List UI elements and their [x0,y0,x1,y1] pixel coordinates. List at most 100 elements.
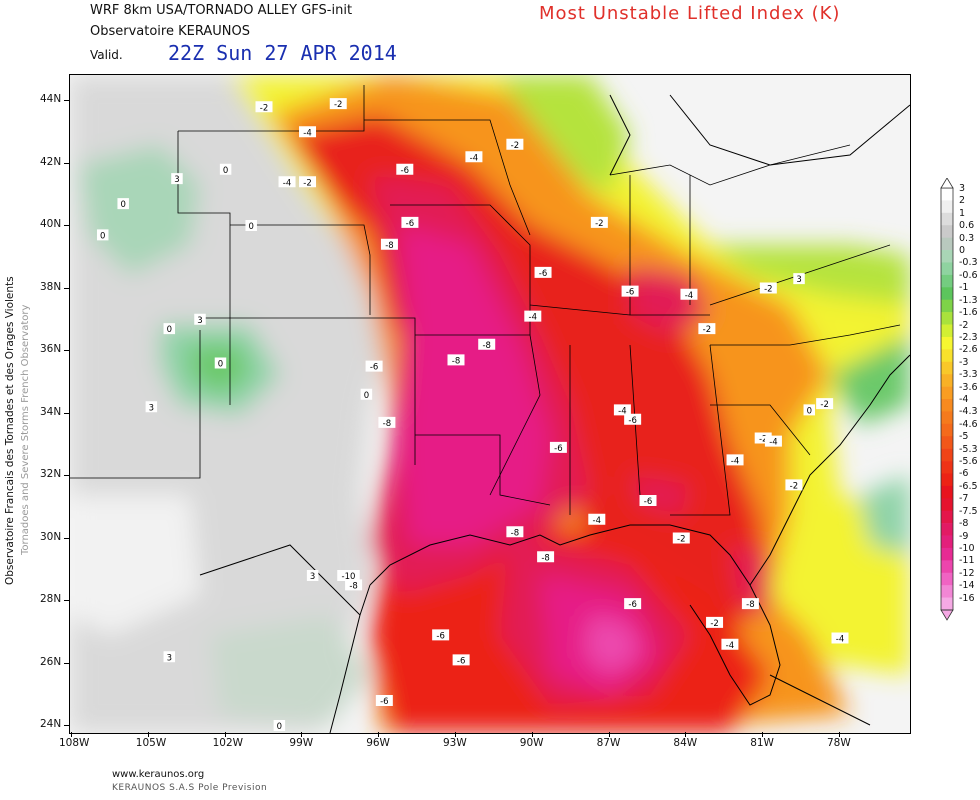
contour-label-text: -4 [593,516,601,526]
contour-label-box [621,285,639,297]
contour-label-text: -2 [764,285,772,295]
contour-value-label: -6 [624,413,642,426]
lat-tick-label: 40N [40,218,62,230]
contour-value-label: -4 [524,310,542,323]
colorbar-label: -0.3 [959,257,978,269]
contour-label-text: -4 [836,635,844,645]
observatory-name: Observatoire KERAUNOS [90,24,250,39]
contour-label-text: -6 [539,269,547,279]
contour-value-label: -2 [255,101,273,113]
field-teal-north [80,145,200,275]
boundary-great-lakes-states [609,144,851,186]
contour-label-text: 0 [223,166,228,176]
colorbar-swatch [941,386,953,400]
lat-tick-mark [64,287,69,289]
contour-value-label: -10 [337,570,360,582]
colorbar-swatch [941,324,953,338]
contour-label-text: 3 [174,175,179,185]
contour-label-text: -2 [710,619,718,629]
contour-label-box [721,638,739,650]
contour-label-text: 0 [248,222,253,232]
boundary-wyoming-colorado [177,131,231,405]
contour-label-box [698,323,716,335]
contour-label-text: -2 [703,325,711,335]
boundary-iowa [364,119,531,236]
lon-tick-label: 93W [443,737,467,749]
side-caption-english: Tornadoes and Severe Storms French Obser… [20,304,31,555]
contour-value-label: 0 [163,323,176,335]
contour-label-text: -2 [820,400,828,410]
contour-value-label: -8 [345,579,363,591]
valid-time: 22Z Sun 27 APR 2014 [168,41,397,65]
lon-tick-mark [224,732,226,737]
cuba-outline [769,674,871,726]
coastlines [199,94,910,733]
colorbar-swatch [941,374,953,387]
contour-label-text: -2 [303,178,311,188]
lon-tick-label: 99W [289,737,314,749]
side-caption-french: Observatoire Francais des Tornades et de… [4,276,16,585]
contour-value-label: -6 [452,654,470,666]
contour-value-label: -4 [680,288,698,301]
contour-value-label: -8 [537,551,555,563]
footer-url[interactable]: www.keraunos.org [112,769,205,780]
contour-value-label: 3 [163,651,176,663]
boundary-kansas [230,224,371,315]
contour-label-text: 0 [807,406,812,416]
contour-label-box [537,551,555,563]
contour-label-box [245,220,257,231]
contour-label-text: -10 [342,572,356,582]
colorbar-label: -2.3 [959,331,978,343]
field-green-carolina [830,335,910,425]
lat-tick-label: 24N [40,718,62,730]
contour-label-box [163,651,176,663]
contour-label-box [639,495,657,506]
contour-label-text: 0 [364,391,369,401]
rio-grande-border [199,544,361,616]
contour-value-label: -2 [506,138,524,151]
contour-label-box [345,579,363,591]
contour-label-text: -6 [628,416,636,426]
contour-label-text: -8 [383,419,391,429]
field-green-ohio [710,245,910,305]
contour-value-label: -6 [396,163,414,176]
contour-label-box [447,354,465,366]
contour-value-label: -4 [613,404,631,416]
contour-value-label: 0 [214,357,227,370]
field-pink-gulf [585,615,640,675]
contour-label-text: -2 [759,435,767,445]
lon-tick-mark [71,732,72,737]
contour-label-box [432,629,450,641]
contour-label-text: -4 [283,178,291,188]
lat-tick-mark [64,662,69,664]
colorbar-label: -4.3 [959,406,978,418]
contour-value-label: -2 [759,282,777,295]
colorbar-swatch [941,547,953,561]
boundary-oklahoma [200,317,416,465]
contour-value-label: -2 [706,616,724,629]
contour-label-box [726,454,744,466]
contour-label-text: -2 [790,481,798,491]
contour-value-label: -4 [465,151,483,163]
contour-label-box [672,532,690,544]
contour-label-text: -8 [349,581,357,591]
contour-label-text: -4 [470,153,478,163]
contour-label-box [378,416,396,428]
lon-tick-mark [839,732,840,737]
contour-label-box [255,101,273,113]
lat-tick-label: 42N [40,155,62,168]
contour-label-box [624,598,642,610]
contour-label-text: 3 [167,653,172,663]
contour-label-text: 0 [218,360,223,370]
contour-label-text: -6 [406,219,414,229]
atlantic-coast [749,354,910,586]
contour-label-text: -2 [511,141,519,151]
lat-tick-label: 32N [40,468,62,480]
contour-label-text: -8 [452,356,460,366]
lon-tick-label: 105W [135,737,167,749]
lon-tick-mark [762,732,764,737]
lat-tick-mark [64,225,69,226]
colorbar-swatch [941,423,953,437]
contour-label-text: -6 [401,166,409,176]
